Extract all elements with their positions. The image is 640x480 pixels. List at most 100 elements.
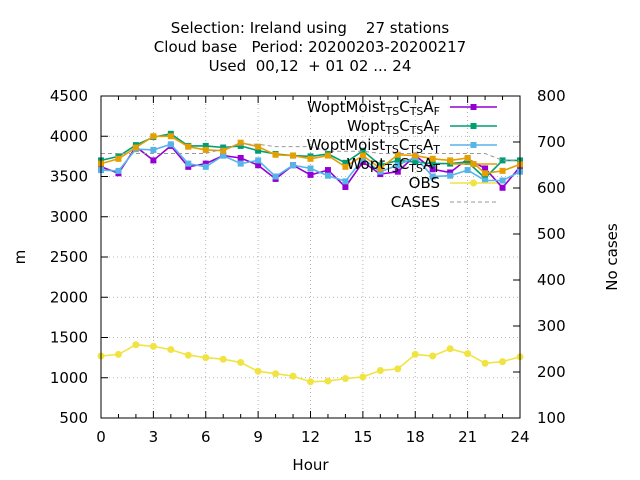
data-point — [342, 178, 349, 185]
y2-tick-label: 300 — [537, 317, 566, 335]
data-point — [255, 143, 262, 150]
x-tick-label: 18 — [406, 428, 425, 446]
data-point — [202, 160, 209, 167]
data-point — [167, 141, 174, 148]
data-point — [446, 345, 454, 353]
data-point — [219, 355, 227, 363]
data-point — [394, 168, 401, 175]
data-point — [482, 170, 489, 177]
data-point — [272, 370, 280, 378]
data-point — [429, 173, 436, 180]
y2-tick-label: 500 — [537, 225, 566, 243]
data-point — [481, 359, 489, 367]
data-point — [167, 346, 175, 354]
data-point — [115, 155, 122, 162]
data-point — [429, 166, 436, 173]
title-line-2: Cloud base Period: 20200203-20200217 — [154, 38, 466, 56]
y2-tick-label: 100 — [537, 409, 566, 427]
data-point — [237, 358, 245, 366]
data-point — [307, 155, 314, 162]
data-point — [150, 157, 157, 164]
y-tick-label: 1000 — [50, 369, 88, 387]
data-point — [272, 173, 279, 180]
series-4 — [97, 341, 524, 386]
title-line-3: Used 00,12 + 01 02 ... 24 — [209, 57, 412, 75]
y2-tick-label: 700 — [537, 133, 566, 151]
data-point — [114, 350, 122, 358]
data-point — [482, 165, 489, 172]
ticks: 0 3 6 9 12 15 18 21 24 500 1000 1500 2000 2500 3000 350… — [50, 87, 566, 446]
x-tick-label: 9 — [253, 428, 263, 446]
legend-swatch-marker — [470, 179, 477, 187]
data-point — [411, 350, 419, 358]
x-tick-label: 12 — [301, 428, 320, 446]
data-point — [447, 169, 454, 176]
data-point — [324, 167, 331, 174]
data-point — [429, 155, 436, 162]
data-point — [359, 152, 366, 159]
legend-swatch-marker — [470, 123, 477, 129]
data-point — [132, 341, 140, 349]
data-point — [150, 133, 157, 140]
data-point — [447, 157, 454, 164]
data-point — [185, 163, 192, 170]
y2-tick-label: 400 — [537, 271, 566, 289]
y2-tick-label: 600 — [537, 179, 566, 197]
y-tick-label: 4500 — [50, 87, 88, 105]
data-point — [255, 162, 262, 169]
data-point — [149, 342, 157, 350]
legend-swatch-marker — [470, 104, 477, 110]
series-layer — [97, 130, 524, 386]
x-tick-label: 3 — [149, 428, 159, 446]
legend-label: WoptTSCTSAT — [347, 155, 441, 175]
x-tick-label: 24 — [510, 428, 529, 446]
data-point — [377, 165, 384, 172]
data-point — [464, 154, 471, 161]
y-tick-label: 3500 — [50, 168, 88, 186]
legend-label: CASES — [391, 193, 440, 211]
x-axis-label: Hour — [292, 456, 329, 474]
data-point — [202, 354, 210, 362]
legend-label: WoptTSCTSAF — [347, 117, 440, 137]
data-point — [394, 365, 402, 373]
y-tick-label: 3000 — [50, 208, 88, 226]
data-point — [359, 159, 366, 166]
data-point — [359, 373, 367, 381]
y-axis-label: m — [11, 250, 29, 265]
data-point — [290, 152, 297, 159]
data-point — [377, 168, 384, 175]
data-point — [464, 350, 472, 358]
data-point — [429, 160, 436, 167]
data-point — [202, 163, 209, 170]
data-point — [132, 144, 139, 151]
data-point — [499, 358, 507, 366]
data-point — [394, 157, 401, 164]
legend-label: WoptMoistTSCTSAT — [307, 136, 441, 156]
data-point — [464, 159, 471, 166]
series-line — [101, 143, 520, 161]
data-point — [464, 167, 471, 174]
data-point — [237, 154, 244, 161]
data-point — [376, 367, 384, 375]
data-point — [324, 172, 331, 179]
data-point — [447, 172, 454, 179]
series-5 — [101, 143, 520, 161]
data-point — [377, 162, 384, 169]
data-point — [412, 159, 419, 166]
data-point — [220, 144, 227, 151]
data-point — [237, 142, 244, 149]
data-point — [289, 372, 297, 380]
data-point — [499, 184, 506, 191]
data-point — [359, 147, 366, 154]
data-point — [324, 377, 332, 385]
data-point — [499, 177, 506, 184]
data-point — [342, 163, 349, 170]
y2-tick-label: 800 — [537, 87, 566, 105]
y-tick-label: 500 — [59, 409, 88, 427]
y2-axis-label: No cases — [603, 223, 621, 291]
data-point — [499, 157, 506, 164]
y-tick-label: 4000 — [50, 127, 88, 145]
data-point — [185, 160, 192, 167]
legend: WoptMoistTSCTSAFWoptTSCTSAFWoptMoistTSCT… — [307, 98, 497, 211]
data-point — [237, 160, 244, 167]
